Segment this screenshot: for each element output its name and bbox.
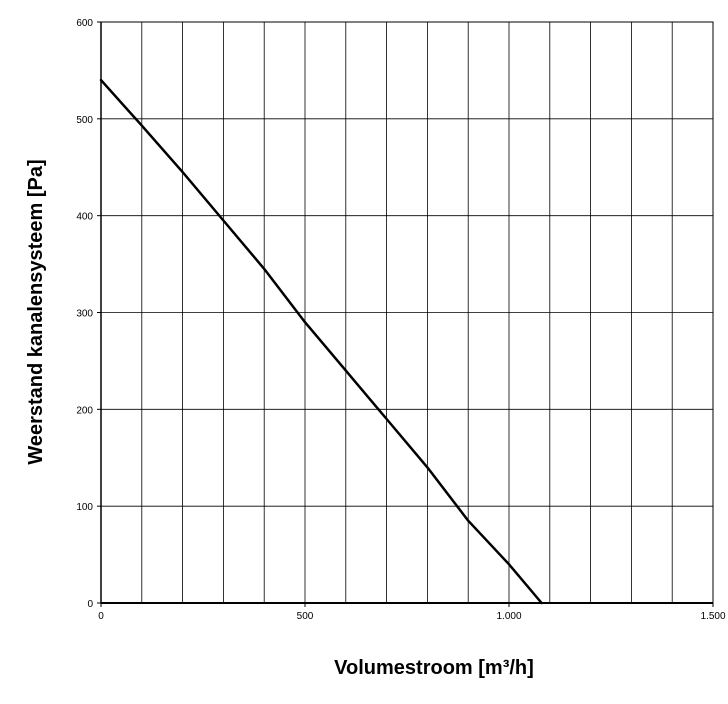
y-tick-label: 200: [76, 405, 93, 416]
series-lines: [99, 78, 543, 605]
y-tick-label: 500: [76, 115, 93, 126]
x-tick-label: 1.000: [496, 611, 521, 622]
y-tick-labels: 0 100 200 300 400 500 600: [76, 18, 101, 610]
y-tick-label: 600: [76, 18, 93, 29]
y-tick-label: 300: [76, 309, 93, 320]
y-tick-label: 400: [76, 212, 93, 223]
y-tick-label: 100: [76, 502, 93, 513]
grid: [101, 22, 713, 603]
x-axis-title: Volumestroom [m³/h]: [334, 657, 534, 679]
x-tick-label: 0: [98, 611, 104, 622]
x-tick-label: 500: [297, 611, 314, 622]
x-tick-label: 1.500: [700, 611, 725, 622]
y-axis-title: Weerstand kanalensysteem [Pa]: [25, 159, 47, 464]
x-tick-labels: 0 500 1.000 1.500: [98, 603, 726, 622]
y-tick-label: 0: [87, 599, 93, 610]
series-line: [99, 78, 543, 605]
